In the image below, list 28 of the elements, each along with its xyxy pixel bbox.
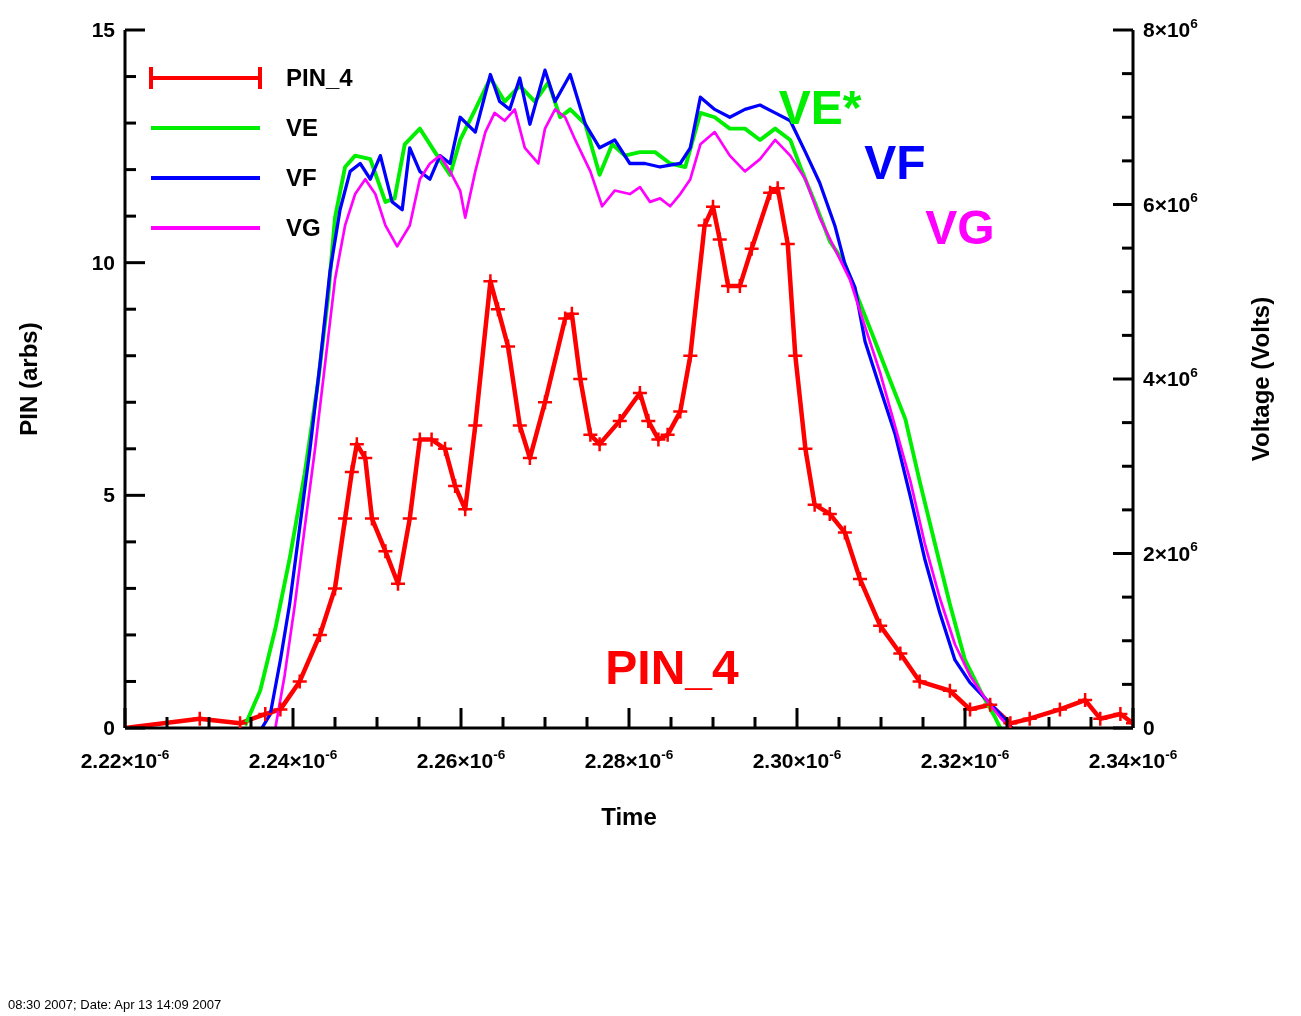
y-axis-title: PIN (arbs)	[14, 322, 42, 436]
x-tick-label: 2.28×10$^{-6}$	[584, 746, 674, 772]
text: 08:30 2007; Date: Apr 13 14:09 2007	[8, 997, 222, 1013]
y2-tick-label: 4×10$^{6}$	[1143, 364, 1199, 390]
y-tick-label: 0	[103, 716, 115, 739]
legend-label: VF	[286, 164, 317, 192]
x-tick-label: 2.24×10$^{-6}$	[248, 746, 338, 772]
x-tick-label: 2.32×10$^{-6}$	[920, 746, 1010, 772]
legend-label: VE	[286, 114, 319, 142]
x-tick-label: 2.22×10$^{-6}$	[80, 746, 170, 772]
x-axis-title: Time	[601, 803, 657, 830]
annotation: PIN_4	[605, 640, 739, 695]
x-tick-label: 2.30×10$^{-6}$	[752, 746, 842, 772]
legend-label: PIN_4	[286, 64, 353, 92]
y-tick-label: 5	[103, 483, 116, 507]
y2-tick-label: 0	[1143, 716, 1155, 739]
y-tick-label: 15	[91, 18, 116, 41]
y2-tick-label: 6×10$^{6}$	[1143, 190, 1199, 216]
y2-axis-title: Voltage (Volts)	[1246, 296, 1274, 462]
annotation: VG	[925, 200, 995, 255]
y-tick-label: 10	[91, 250, 115, 274]
x-tick-label: 2.26×10$^{-6}$	[416, 746, 506, 772]
annotation: VF	[864, 135, 926, 190]
y2-tick-label: 8×10$^{6}$	[1143, 15, 1199, 41]
y2-tick-label: 2×10$^{6}$	[1143, 539, 1199, 565]
annotation: VE*	[778, 80, 862, 135]
legend-label: VG	[286, 214, 321, 242]
x-tick-label: 2.34×10$^{-6}$	[1088, 746, 1178, 772]
